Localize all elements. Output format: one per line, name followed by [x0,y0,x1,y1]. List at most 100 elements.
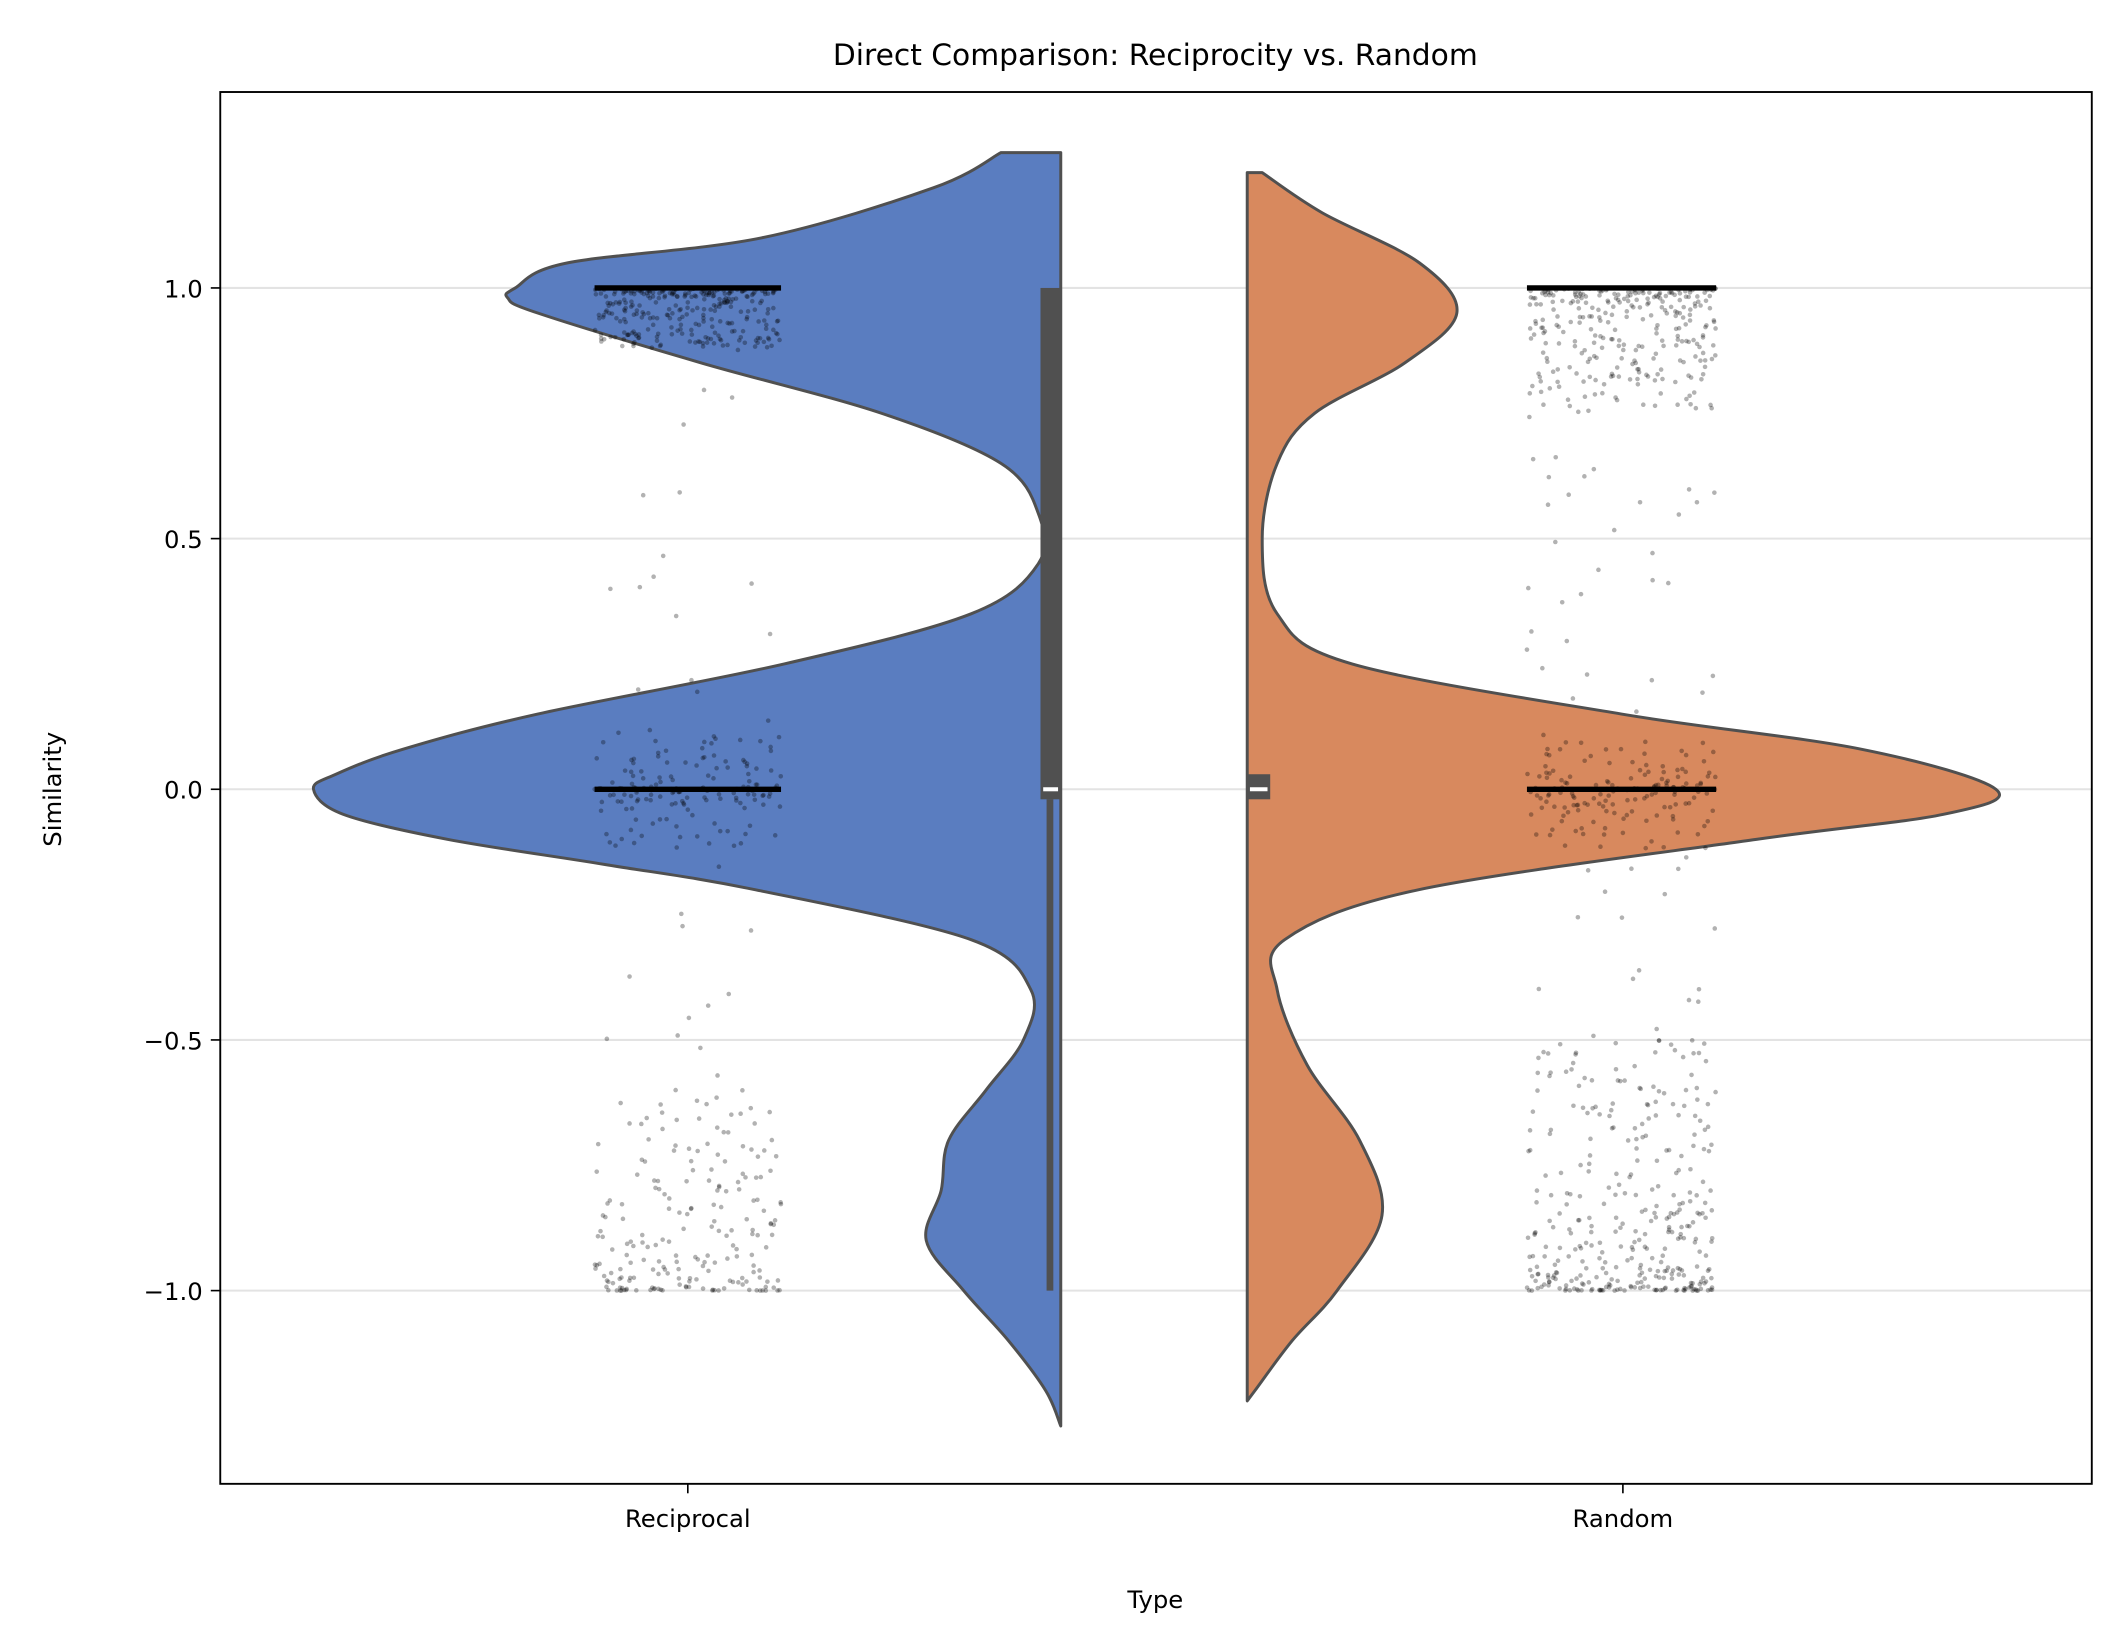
strip-point [1550,1224,1556,1230]
x-tick-label: Reciprocal [625,1504,751,1533]
strip-point [674,845,680,850]
strip-point [695,1257,701,1262]
strip-point [593,1266,598,1271]
strip-point [734,798,739,803]
strip-point [679,331,685,336]
strip-point [1591,1033,1596,1039]
strip-point [1573,1052,1578,1057]
strip-point [1630,1247,1636,1253]
strip-point [749,1252,755,1258]
strip-point [1591,466,1597,472]
strip-point [762,291,768,297]
strip-point [1676,1112,1681,1118]
strip-point [1563,1288,1568,1293]
strip-point [1557,1245,1563,1251]
strip-point [636,335,641,341]
strip-point [1538,302,1544,307]
strip-point [690,812,695,818]
strip-point [730,1243,736,1248]
strip-point [1673,313,1679,319]
strip-point [1693,1236,1699,1242]
strip-point [1700,1211,1705,1216]
strip-point [1674,1210,1680,1215]
strip-point [666,1206,672,1212]
strip-point [1616,1182,1622,1188]
strip-point [1606,793,1611,798]
strip-point [1686,339,1691,345]
strip-point [676,1276,682,1281]
strip-point [1614,365,1620,370]
strip-point [1690,1220,1696,1225]
strip-point [655,331,661,337]
strip-point [1629,866,1634,872]
strip-point [611,792,616,798]
strip-point [711,293,717,298]
strip-point [1662,307,1668,313]
strip-point [1705,1124,1711,1130]
strip-point [1663,293,1669,299]
strip-point [1679,1153,1684,1159]
strip-point [1580,1259,1585,1264]
strip-point [1527,1254,1532,1260]
strip-point [721,299,727,305]
strip-point [1535,1285,1541,1291]
strip-point [1546,1279,1552,1285]
strip-point [1666,1214,1672,1220]
strip-point [1656,1088,1662,1094]
strip-point [1578,291,1583,297]
strip-point [639,1157,645,1163]
strip-point [1672,1047,1678,1053]
strip-point [1546,792,1552,797]
strip-point [1663,1285,1668,1291]
strip-point [703,334,708,340]
strip-point [1709,356,1715,362]
strip-point [1616,374,1622,379]
strip-point [1559,599,1565,605]
strip-point [704,1101,709,1107]
strip-point [746,779,752,784]
strip-point [1649,1255,1655,1261]
strip-point [1635,1280,1640,1286]
strip-point [706,292,712,298]
strip-point [1559,818,1565,824]
strip-point [775,1288,780,1293]
strip-point [606,1287,611,1293]
strip-point [1574,1276,1579,1281]
strip-point [607,840,613,845]
strip-point [1566,492,1572,497]
strip-point [1571,802,1577,808]
strip-point [765,1279,770,1284]
strip-point [1639,1209,1645,1214]
strip-point [666,1196,672,1201]
strip-point [1577,314,1583,320]
strip-point [1613,1229,1618,1234]
strip-point [604,308,609,313]
strip-point [1569,1278,1574,1284]
strip-point [1665,1265,1671,1270]
strip-point [627,1278,632,1284]
strip-point [1711,319,1717,325]
strip-point [641,291,647,297]
strip-point [1695,1288,1701,1293]
strip-point [673,1087,678,1093]
strip-point [628,769,634,775]
strip-point [1541,330,1546,336]
strip-point [716,1288,721,1293]
strip-point [1709,1275,1714,1281]
strip-point [675,1033,680,1038]
x-axis-label: Type [1126,1585,1183,1614]
strip-point [1584,672,1590,677]
strip-point [1695,1210,1700,1216]
strip-point [727,290,732,296]
strip-point [1695,1097,1700,1102]
strip-point [1657,290,1663,296]
strip-point [754,782,760,787]
strip-point [1575,299,1581,304]
strip-point [1544,799,1549,805]
strip-point [627,1121,632,1126]
strip-point [710,293,716,299]
strip-point [702,1259,707,1265]
strip-point [683,292,688,298]
strip-point [693,1254,698,1260]
strip-point [1694,341,1700,347]
